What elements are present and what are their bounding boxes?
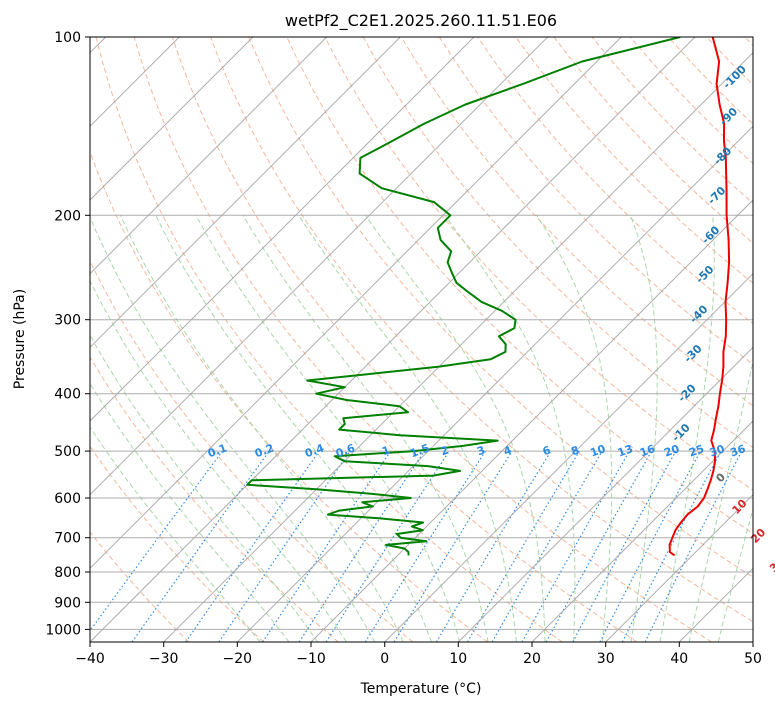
x-tick-label: 40 <box>670 651 688 667</box>
y-tick-label: 1000 <box>45 622 81 638</box>
x-tick-label: −40 <box>75 651 105 667</box>
y-tick-label: 700 <box>54 531 81 547</box>
x-axis-label: Temperature (°C) <box>360 681 482 697</box>
x-tick-label: −10 <box>296 651 326 667</box>
chart-title: wetPf2_C2E1.2025.260.11.51.E06 <box>285 11 557 31</box>
y-axis-label: Pressure (hPa) <box>12 289 28 389</box>
y-tick-label: 200 <box>54 208 81 224</box>
y-tick-label: 500 <box>54 444 81 460</box>
y-tick-label: 800 <box>54 565 81 581</box>
x-tick-label: 20 <box>523 651 541 667</box>
x-tick-label: 10 <box>449 651 467 667</box>
x-tick-label: 50 <box>744 651 762 667</box>
x-tick-label: 0 <box>380 651 389 667</box>
y-tick-label: 600 <box>54 491 81 507</box>
x-tick-label: −30 <box>149 651 179 667</box>
x-tick-label: 30 <box>597 651 615 667</box>
y-tick-label: 900 <box>54 595 81 611</box>
y-tick-label: 300 <box>54 313 81 329</box>
y-tick-label: 400 <box>54 387 81 403</box>
y-tick-label: 100 <box>54 30 81 46</box>
x-tick-label: −20 <box>223 651 253 667</box>
